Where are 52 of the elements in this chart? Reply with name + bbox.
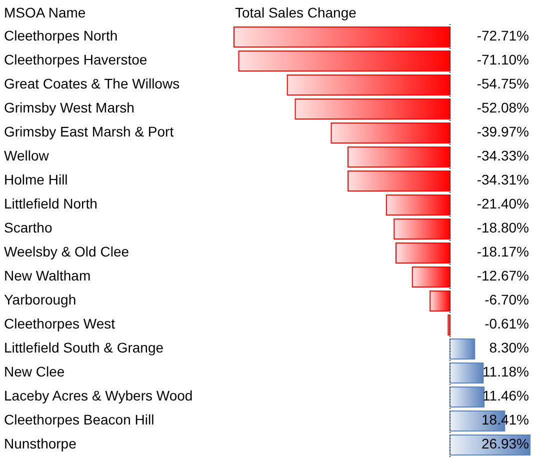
bar <box>330 122 450 144</box>
data-label: -54.75% <box>476 76 529 92</box>
bar <box>238 50 450 72</box>
y-tick-label: Holme Hill <box>4 172 68 188</box>
y-tick-label: New Clee <box>4 364 65 380</box>
y-tick-label: New Waltham <box>4 268 91 284</box>
data-label: 26.93% <box>482 436 529 452</box>
data-label: -21.40% <box>476 196 529 212</box>
y-tick-label: Yarborough <box>4 292 76 308</box>
y-tick-label: Nunsthorpe <box>4 436 77 452</box>
y-tick-label: Weelsby & Old Clee <box>4 244 130 260</box>
y-tick-label: Great Coates & The Willows <box>4 76 180 92</box>
bar <box>450 362 484 384</box>
data-label: 11.18% <box>482 364 529 380</box>
data-label: -0.61% <box>484 316 529 332</box>
bar <box>450 386 485 408</box>
y-tick-label: Littlefield North <box>4 196 98 212</box>
bar <box>348 146 450 168</box>
data-label: -34.33% <box>476 148 529 164</box>
data-label: -39.97% <box>476 124 529 140</box>
bar <box>234 26 450 48</box>
y-tick-label: Cleethorpes North <box>4 28 118 44</box>
bar <box>348 170 450 192</box>
data-label: 8.30% <box>489 340 529 356</box>
y-tick-label: Cleethorpes West <box>4 316 116 332</box>
bar <box>394 218 450 240</box>
y-tick-label: Littlefield South & Grange <box>4 340 164 356</box>
data-label: 18.41% <box>482 412 529 428</box>
bar <box>286 74 450 96</box>
data-label: -18.17% <box>476 244 529 260</box>
y-tick-label: Grimsby East Marsh & Port <box>4 124 174 140</box>
data-label: -71.10% <box>476 52 529 68</box>
bar <box>430 290 450 312</box>
y-tick-label: Wellow <box>4 148 50 164</box>
bar <box>412 266 450 288</box>
bar <box>396 242 450 264</box>
x-axis-title: Total Sales Change <box>235 4 357 21</box>
data-label: -12.67% <box>476 268 529 284</box>
y-tick-label: Cleethorpes Haverstoe <box>4 52 148 68</box>
bar <box>294 98 450 120</box>
bar <box>386 194 450 216</box>
y-tick-label: Scartho <box>4 220 52 236</box>
bar <box>450 338 476 360</box>
y-tick-label: Laceby Acres & Wybers Wood <box>4 388 193 404</box>
y-tick-label: Cleethorpes Beacon Hill <box>4 412 154 428</box>
data-label: -52.08% <box>476 100 529 116</box>
data-label: -6.70% <box>484 292 529 308</box>
data-label: -34.31% <box>476 172 529 188</box>
y-tick-label: Grimsby West Marsh <box>4 100 134 116</box>
data-label: -18.80% <box>476 220 529 236</box>
y-axis-title: MSOA Name <box>4 4 86 21</box>
data-label: -72.71% <box>476 28 529 44</box>
